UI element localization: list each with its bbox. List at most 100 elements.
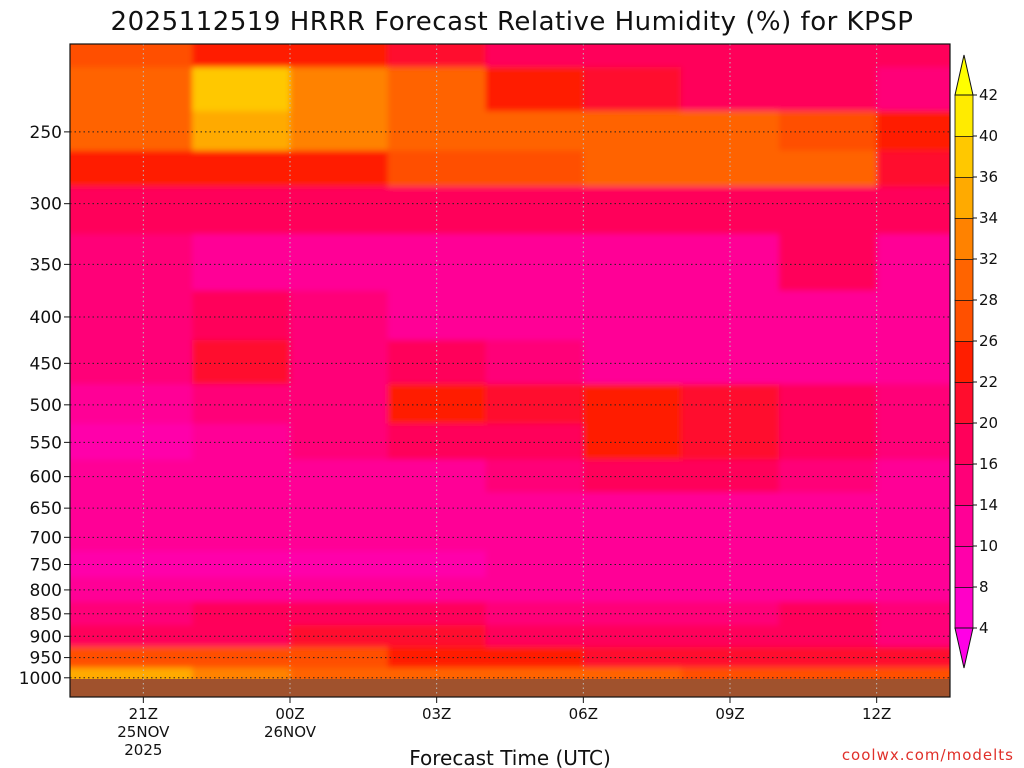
y-tick-label: 850 [30, 605, 62, 625]
colorbar-label: 28 [979, 291, 998, 309]
rh-cell [778, 186, 878, 235]
x-tick-date: 26NOV [264, 723, 317, 741]
colorbar-label: 26 [979, 332, 998, 350]
rh-cell [70, 44, 193, 68]
rh-cell [485, 384, 584, 425]
rh-field [70, 44, 950, 697]
x-tick-label: 06Z [569, 705, 598, 723]
colorbar-band [954, 381, 974, 424]
colorbar-label: 14 [979, 496, 998, 514]
rh-cell [876, 150, 950, 188]
rh-cell [485, 111, 584, 152]
rh-cell [876, 111, 950, 152]
rh-cell [70, 290, 193, 341]
rh-cell [290, 67, 389, 112]
rh-cell [70, 67, 193, 112]
rh-cell [485, 186, 584, 235]
colorbar-label: 16 [979, 455, 998, 473]
rh-cell [192, 340, 291, 385]
rh-cell [583, 384, 682, 425]
rh-cell [583, 290, 682, 341]
rh-cell [876, 234, 950, 292]
colorbar-label: 20 [979, 414, 998, 432]
rh-cell [876, 186, 950, 235]
rh-cell [70, 423, 193, 461]
rh-cell [583, 67, 682, 112]
rh-cell [681, 234, 780, 292]
rh-cell [681, 646, 780, 669]
rh-cell [681, 111, 780, 152]
rh-cell [778, 290, 878, 341]
terrain-below-ground [70, 679, 950, 697]
rh-cell [778, 44, 878, 68]
rh-cell [192, 67, 291, 112]
rh-cell [290, 625, 389, 648]
rh-cell [876, 44, 950, 68]
colorbar-label: 34 [979, 209, 998, 227]
rh-cell [778, 340, 878, 385]
rh-cell [876, 459, 950, 493]
rh-cell [876, 290, 950, 341]
rh-cell [681, 44, 780, 68]
colorbar-label: 8 [979, 578, 989, 596]
colorbar-band [954, 258, 974, 301]
rh-cell [876, 340, 950, 385]
x-axis-label: Forecast Time (UTC) [409, 746, 611, 768]
y-tick-label: 350 [30, 255, 62, 275]
y-tick-label: 550 [30, 433, 62, 453]
rh-cell [70, 646, 193, 669]
rh-cell [583, 423, 682, 461]
y-tick-label: 600 [30, 468, 62, 488]
x-tick-year: 2025 [124, 741, 162, 759]
rh-cell [290, 234, 389, 292]
rh-cell [70, 492, 193, 524]
rh-cell [290, 150, 389, 188]
rh-cell [778, 423, 878, 461]
y-tick-label: 400 [30, 308, 62, 328]
colorbar-arrow-min [954, 627, 974, 669]
rh-cell [290, 423, 389, 461]
rh-cell [70, 186, 193, 235]
rh-cell [681, 625, 780, 648]
rh-cell [290, 384, 389, 425]
x-tick-label: 03Z [422, 705, 451, 723]
rh-cell [876, 577, 950, 603]
rh-cell [70, 577, 193, 603]
colorbar-label: 10 [979, 537, 998, 555]
colorbar-label: 4 [979, 619, 989, 637]
y-tick-label: 300 [30, 195, 62, 215]
rh-cell [876, 67, 950, 112]
colorbar-band [954, 299, 974, 342]
colorbar-label: 32 [979, 250, 998, 268]
rh-cell [70, 150, 193, 188]
rh-cell [681, 601, 780, 626]
rh-cell [387, 234, 487, 292]
rh-cell [778, 150, 878, 188]
rh-cell [778, 625, 878, 648]
plot-frame [69, 43, 951, 698]
rh-cell [583, 44, 682, 68]
colorbar-band [954, 545, 974, 588]
y-tick-label: 700 [30, 528, 62, 548]
rh-cell [485, 150, 584, 188]
rh-cell [485, 290, 584, 341]
rh-cell [778, 601, 878, 626]
colorbar-band [954, 217, 974, 260]
rh-cell [290, 646, 389, 669]
colorbar-label: 40 [979, 127, 998, 145]
rh-cell [876, 384, 950, 425]
rh-cell [290, 601, 389, 626]
rh-cell [778, 67, 878, 112]
rh-cell [192, 423, 291, 461]
plot-area [70, 44, 950, 697]
colorbar-band [954, 176, 974, 219]
rh-cell [876, 522, 950, 552]
grid [70, 44, 950, 697]
y-tick-label: 500 [30, 396, 62, 416]
rh-cell [387, 601, 487, 626]
credit-text: coolwx.com/modelts [842, 746, 1014, 764]
rh-cell [70, 522, 193, 552]
rh-cell [876, 492, 950, 524]
rh-cell [876, 423, 950, 461]
